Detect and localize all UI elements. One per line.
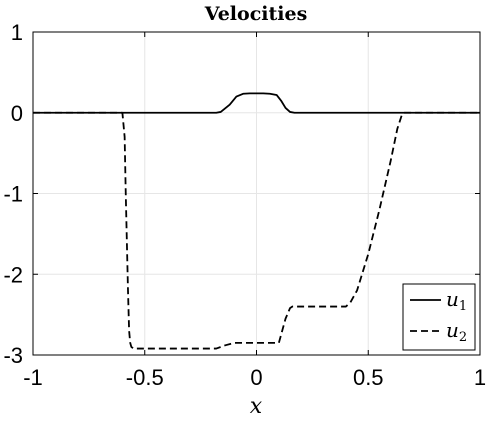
y-tick-label: 1 bbox=[11, 20, 23, 45]
series-line-u1 bbox=[33, 92, 480, 114]
y-tick-label: -2 bbox=[3, 262, 23, 287]
x-tick-label: -1 bbox=[23, 365, 43, 390]
x-axis-label: x bbox=[250, 394, 263, 419]
legend-label-u2: u2 bbox=[446, 318, 467, 345]
y-tick-label: -3 bbox=[3, 343, 23, 368]
legend: u1 u2 bbox=[402, 283, 476, 351]
y-tick-label: -1 bbox=[3, 182, 23, 207]
chart-title: Velocities bbox=[204, 3, 308, 25]
series-layer bbox=[33, 92, 480, 350]
x-tick-label: -0.5 bbox=[126, 365, 164, 390]
y-tick-label: 0 bbox=[11, 101, 23, 126]
legend-box bbox=[402, 283, 476, 351]
tick-marks bbox=[32, 31, 481, 356]
legend-label-u1: u1 bbox=[446, 287, 467, 314]
x-tick-label: 0 bbox=[250, 365, 262, 390]
tick-labels: -1 -0.5 0 0.5 1 1 0 -1 -2 -3 bbox=[3, 20, 486, 390]
x-tick-label: 0.5 bbox=[353, 365, 384, 390]
x-tick-label: 1 bbox=[474, 365, 486, 390]
series-line-u2 bbox=[33, 111, 480, 350]
